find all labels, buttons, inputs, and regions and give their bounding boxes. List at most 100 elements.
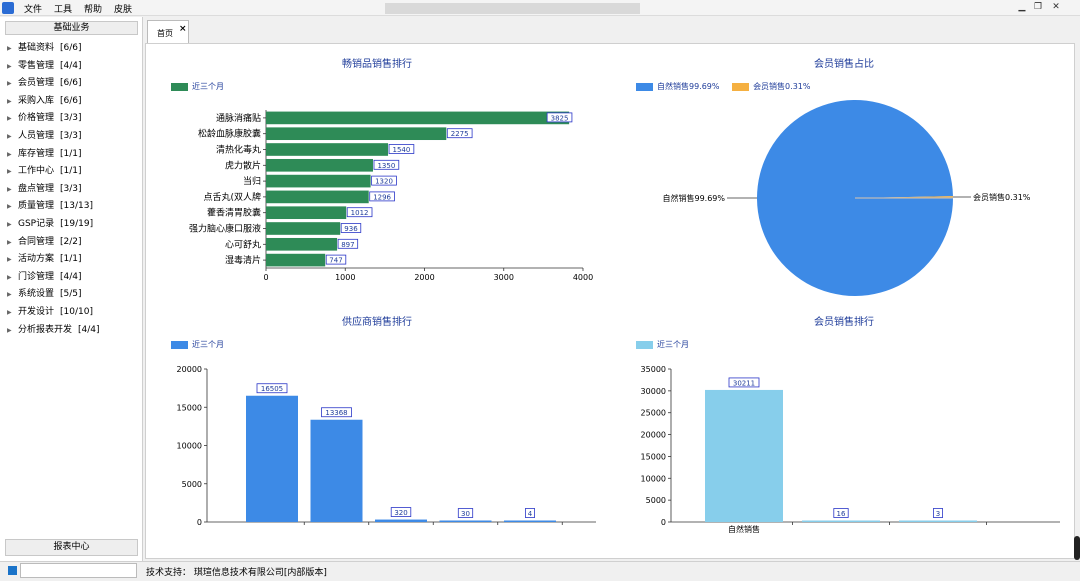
minimize-icon[interactable]: ▁ (1018, 2, 1026, 12)
windows-start-icon[interactable] (8, 566, 17, 575)
sidebar-item-5[interactable]: ▶ 人员管理 [3/3] (0, 128, 143, 146)
sidebar-item-12[interactable]: ▶ 活动方案 [1/1] (0, 251, 143, 269)
chart2-label-natural: 自然销售99.69% (662, 193, 725, 203)
sidebar-item-label: 合同管理 (18, 236, 55, 247)
sidebar-item-0[interactable]: ▶ 基础资料 [6/6] (0, 40, 143, 58)
chart1-value-label: 1350 (377, 162, 395, 170)
sidebar-item-label: 零售管理 (18, 60, 55, 71)
chart4-bar-0 (705, 389, 783, 522)
expand-arrow-icon[interactable]: ▶ (7, 150, 12, 158)
menu-tools[interactable]: 工具 (54, 5, 73, 15)
chart4-title: 会员销售排行 (814, 317, 874, 328)
sidebar-item-8[interactable]: ▶ 盘点管理 [3/3] (0, 181, 143, 199)
sidebar-item-6[interactable]: ▶ 库存管理 [1/1] (0, 146, 143, 164)
chart1-bar-3 (266, 158, 373, 172)
restore-icon[interactable]: ❐ (1033, 2, 1043, 12)
sidebar-item-3[interactable]: ▶ 采购入库 [6/6] (0, 93, 143, 111)
tab-home[interactable]: 首页 × (147, 20, 189, 43)
expand-arrow-icon[interactable]: ▶ (7, 326, 12, 334)
sidebar-item-2[interactable]: ▶ 会员管理 [6/6] (0, 75, 143, 93)
menu-help[interactable]: 帮助 (84, 5, 103, 15)
tab-close-icon[interactable]: × (179, 24, 187, 34)
chart3-bar-4 (504, 520, 556, 522)
sidebar-item-7[interactable]: ▶ 工作中心 [1/1] (0, 163, 143, 181)
menu-file[interactable]: 文件 (24, 5, 43, 15)
chart1-value-label-box (346, 207, 373, 218)
chart1-legend[interactable]: 近三个月 (171, 81, 224, 92)
sidebar-item-15[interactable]: ▶ 开发设计 [10/10] (0, 304, 143, 322)
expand-arrow-icon[interactable]: ▶ (7, 308, 12, 316)
chart1-category-label: 松龄血脉康胶囊 (198, 128, 261, 140)
chart4-value-label-box (728, 377, 760, 388)
report-center-button[interactable]: 报表中心 (5, 539, 138, 556)
expand-arrow-icon[interactable]: ▶ (7, 203, 12, 211)
sidebar-item-13[interactable]: ▶ 门诊管理 [4/4] (0, 269, 143, 287)
expand-arrow-icon[interactable]: ▶ (7, 220, 12, 228)
chart1-value-label-box (371, 175, 397, 186)
sidebar-item-count: [3/3] (60, 113, 82, 124)
sidebar-item-label: 基础资料 (18, 43, 55, 53)
expand-arrow-icon[interactable]: ▶ (7, 45, 12, 52)
sidebar-item-4[interactable]: ▶ 价格管理 [3/3] (0, 110, 143, 128)
expand-arrow-icon[interactable]: ▶ (7, 238, 12, 246)
expand-arrow-icon[interactable]: ▶ (7, 273, 12, 281)
sidebar-item-label: 人员管理 (18, 130, 55, 141)
sidebar-item-1[interactable]: ▶ 零售管理 [4/4] (0, 58, 143, 76)
chart1-value-label: 936 (344, 225, 358, 233)
chart1-category-label: 心可舒丸 (225, 238, 261, 250)
chart1-x-tick-label: 2000 (414, 273, 434, 282)
sidebar-item-16[interactable]: ▶ 分析报表开发 [4/4] (0, 322, 143, 340)
chart3-legend-label: 近三个月 (192, 340, 224, 349)
status-input[interactable] (20, 563, 137, 578)
sidebar-item-count: [4/4] (60, 271, 82, 282)
chart1-value-label-box (325, 254, 347, 265)
sidebar-item-label: 开发设计 (18, 306, 55, 317)
chart3-bar-0 (246, 395, 298, 522)
sidebar-header-button[interactable]: 基础业务 (5, 21, 138, 35)
chart4-legend-swatch (636, 340, 653, 349)
expand-arrow-icon[interactable]: ▶ (7, 97, 12, 105)
chart1-value-label-box (446, 128, 473, 139)
sidebar-item-9[interactable]: ▶ 质量管理 [13/13] (0, 198, 143, 216)
chart1-category-label: 清热化毒丸 (216, 144, 261, 156)
expand-arrow-icon[interactable]: ▶ (7, 62, 12, 70)
sidebar-item-count: [13/13] (60, 201, 93, 212)
status-support-text: 技术支持： 琪瑄信息技术有限公司[内部版本] (146, 568, 327, 578)
expand-arrow-icon[interactable]: ▶ (7, 256, 12, 264)
sidebar: 基础业务 ▶ 基础资料 [6/6] ▶ 零售管理 [4/4] ▶ 会员管理 [6/6] ▶ 采购入库… (0, 17, 143, 565)
chart1-x-tick-label: 3000 (494, 273, 514, 282)
chart3-legend[interactable]: 近三个月 (171, 339, 224, 350)
expand-arrow-icon[interactable]: ▶ (7, 80, 12, 88)
sidebar-item-11[interactable]: ▶ 合同管理 [2/2] (0, 234, 143, 252)
expand-arrow-icon[interactable]: ▶ (7, 168, 12, 176)
chart3-value-label-box (321, 407, 352, 418)
chart3-legend-swatch (171, 340, 188, 349)
sidebar-item-label: 工作中心 (18, 166, 55, 177)
sidebar-item-count: [10/10] (60, 306, 93, 317)
expand-arrow-icon[interactable]: ▶ (7, 132, 12, 140)
chart1-bar-5 (266, 190, 369, 204)
chart3-bar-3 (439, 520, 492, 522)
chart4-legend-label: 近三个月 (657, 340, 689, 349)
sidebar-item-14[interactable]: ▶ 系统设置 [5/5] (0, 286, 143, 304)
sidebar-item-count: [5/5] (60, 289, 82, 300)
app-logo-icon (2, 2, 14, 14)
chart4-value-label: 30211 (733, 379, 755, 387)
expand-arrow-icon[interactable]: ▶ (7, 185, 12, 193)
chart4-legend[interactable]: 近三个月 (636, 339, 689, 350)
sidebar-item-count: [3/3] (60, 130, 82, 141)
scrollbar-thumb[interactable] (1074, 536, 1080, 560)
chart1-value-label: 897 (341, 241, 354, 249)
chart4-y-tick-label: 10000 (641, 474, 666, 483)
sidebar-item-count: [3/3] (60, 183, 82, 194)
expand-arrow-icon[interactable]: ▶ (7, 291, 12, 299)
sidebar-item-10[interactable]: ▶ GSP记录 [19/19] (0, 216, 143, 234)
expand-arrow-icon[interactable]: ▶ (7, 115, 12, 123)
chart1-value-label-box (369, 191, 395, 202)
chart2-legend[interactable]: 自然销售99.69% 会员销售0.31% (636, 81, 810, 92)
sidebar-item-count: [19/19] (60, 218, 94, 229)
chart1-value-label-box (546, 112, 573, 123)
close-icon[interactable]: ✕ (1052, 2, 1060, 12)
menu-skin[interactable]: 皮肤 (114, 5, 133, 15)
